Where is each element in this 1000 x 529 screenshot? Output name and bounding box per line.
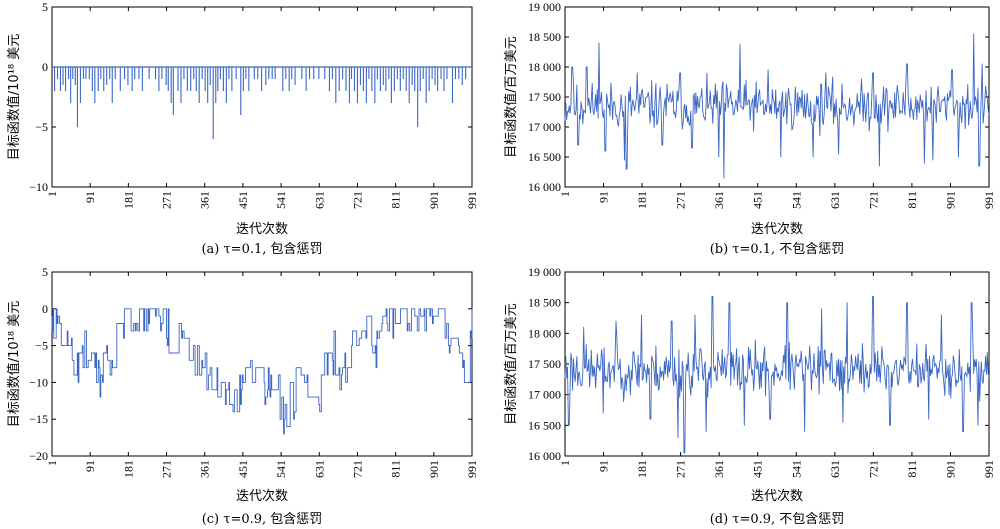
panel-caption: (b) τ=0.1, 不包含惩罚 (710, 241, 845, 257)
x-tick-label: 361 (198, 460, 212, 478)
x-tick-label: 631 (312, 191, 326, 209)
x-tick-label: 991 (982, 191, 996, 209)
x-tick-label: 1 (45, 460, 59, 466)
x-axis-label: 迭代次数 (751, 221, 803, 237)
x-tick-label: 901 (427, 460, 441, 478)
panel-caption: (a) τ=0.1, 包含惩罚 (201, 241, 322, 257)
x-tick-label: 181 (121, 191, 135, 209)
x-tick-label: 1 (558, 191, 572, 197)
chart-panel-b: 19 000 18 500 18 000 17 500 17 000 16 500 16 0… (503, 0, 996, 257)
panel-caption: (c) τ=0.9, 包含惩罚 (202, 511, 323, 527)
x-tick-label: 541 (274, 191, 288, 209)
x-tick-label: 631 (312, 460, 326, 478)
x-tick-label: 811 (389, 460, 403, 478)
panel-caption: (d) τ=0.9, 不包含惩罚 (710, 511, 845, 527)
x-tick-label: 91 (597, 191, 611, 203)
series-line (564, 33, 990, 179)
x-tick-label: 271 (674, 460, 688, 478)
x-tick-label: 451 (236, 460, 250, 478)
x-tick-label: 361 (712, 191, 726, 209)
x-tick-label: 811 (905, 460, 919, 478)
x-axis-label: 迭代次数 (236, 221, 288, 237)
x-tick-label: 721 (866, 460, 880, 478)
x-tick-label: 541 (789, 191, 803, 209)
x-tick-label: 631 (828, 460, 842, 478)
x-tick-label: 991 (465, 460, 479, 478)
x-tick-label: 271 (160, 191, 174, 209)
x-tick-label: 361 (198, 191, 212, 209)
x-tick-label: 811 (905, 191, 919, 209)
x-tick-label: 631 (828, 191, 842, 209)
x-tick-label: 721 (350, 191, 364, 209)
x-tick-label: 721 (350, 460, 364, 478)
y-tick-label: 16 000 (528, 180, 561, 194)
x-tick-label: 901 (943, 460, 957, 478)
x-tick-label: 991 (465, 191, 479, 209)
y-tick-label: 18 000 (528, 60, 561, 74)
y-axis-label: 目标函数值/百万美元 (503, 36, 519, 157)
x-tick-label: 811 (389, 191, 403, 209)
y-tick-label: 16 500 (528, 418, 561, 432)
x-tick-label: 451 (751, 460, 765, 478)
x-tick-label: 541 (789, 460, 803, 478)
chart-panel-a: 5 0 −5 −101 91 181 271 361 451 541 631 721 811 901 991… (6, 0, 479, 257)
y-axis-label: 目标函数值/10¹⁸ 美元 (6, 34, 22, 160)
y-tick-label: 16 500 (528, 150, 561, 164)
y-tick-label: 17 500 (528, 357, 561, 371)
x-tick-label: 271 (674, 191, 688, 209)
x-tick-label: 181 (635, 191, 649, 209)
y-tick-label: 17 000 (528, 388, 561, 402)
series-line (51, 308, 473, 435)
y-tick-label: 16 000 (528, 449, 561, 463)
x-tick-label: 361 (712, 460, 726, 478)
y-tick-label: 5 (42, 0, 48, 14)
y-tick-label: 18 500 (528, 296, 561, 310)
y-tick-label: 17 000 (528, 120, 561, 134)
chart-panel-c: 5 0 −5 −10 −15 −201 91 181 271 361 451 541 631 721 811… (6, 265, 479, 527)
x-axis-label: 迭代次数 (236, 488, 288, 504)
x-tick-label: 91 (597, 460, 611, 472)
x-tick-label: 451 (751, 191, 765, 209)
y-tick-label: −10 (29, 375, 48, 389)
y-tick-label: −5 (35, 339, 48, 353)
y-tick-label: 0 (42, 302, 48, 316)
y-tick-label: −5 (35, 120, 48, 134)
x-tick-label: 901 (427, 191, 441, 209)
y-tick-label: 18 000 (528, 326, 561, 340)
x-tick-label: 271 (160, 460, 174, 478)
y-tick-label: 17 500 (528, 90, 561, 104)
x-tick-label: 991 (982, 460, 996, 478)
x-tick-label: 181 (635, 460, 649, 478)
x-tick-label: 1 (558, 460, 572, 466)
x-tick-label: 541 (274, 460, 288, 478)
chart-panel-d: 19 000 18 500 18 000 17 500 17 000 16 500 16 0… (503, 265, 996, 527)
series-line (564, 296, 990, 454)
plot-frame (51, 6, 473, 188)
y-tick-label: 0 (42, 60, 48, 74)
y-tick-label: 18 500 (528, 30, 561, 44)
x-tick-label: 451 (236, 191, 250, 209)
y-tick-label: 19 000 (528, 0, 561, 14)
y-tick-label: 19 000 (528, 265, 561, 279)
x-tick-label: 721 (866, 191, 880, 209)
y-axis-label: 目标函数值/10¹⁸ 美元 (6, 301, 22, 427)
y-tick-label: −15 (29, 412, 48, 426)
y-tick-label: −10 (29, 180, 48, 194)
x-tick-label: 91 (83, 460, 97, 472)
y-axis-label: 目标函数值/百万美元 (503, 303, 519, 424)
y-tick-label: 5 (42, 265, 48, 279)
x-tick-label: 901 (943, 191, 957, 209)
plot-frame (51, 271, 473, 457)
y-tick-label: −20 (29, 449, 48, 463)
x-tick-label: 1 (45, 191, 59, 197)
x-tick-label: 91 (83, 191, 97, 203)
x-tick-label: 181 (121, 460, 135, 478)
x-axis-label: 迭代次数 (751, 488, 803, 504)
